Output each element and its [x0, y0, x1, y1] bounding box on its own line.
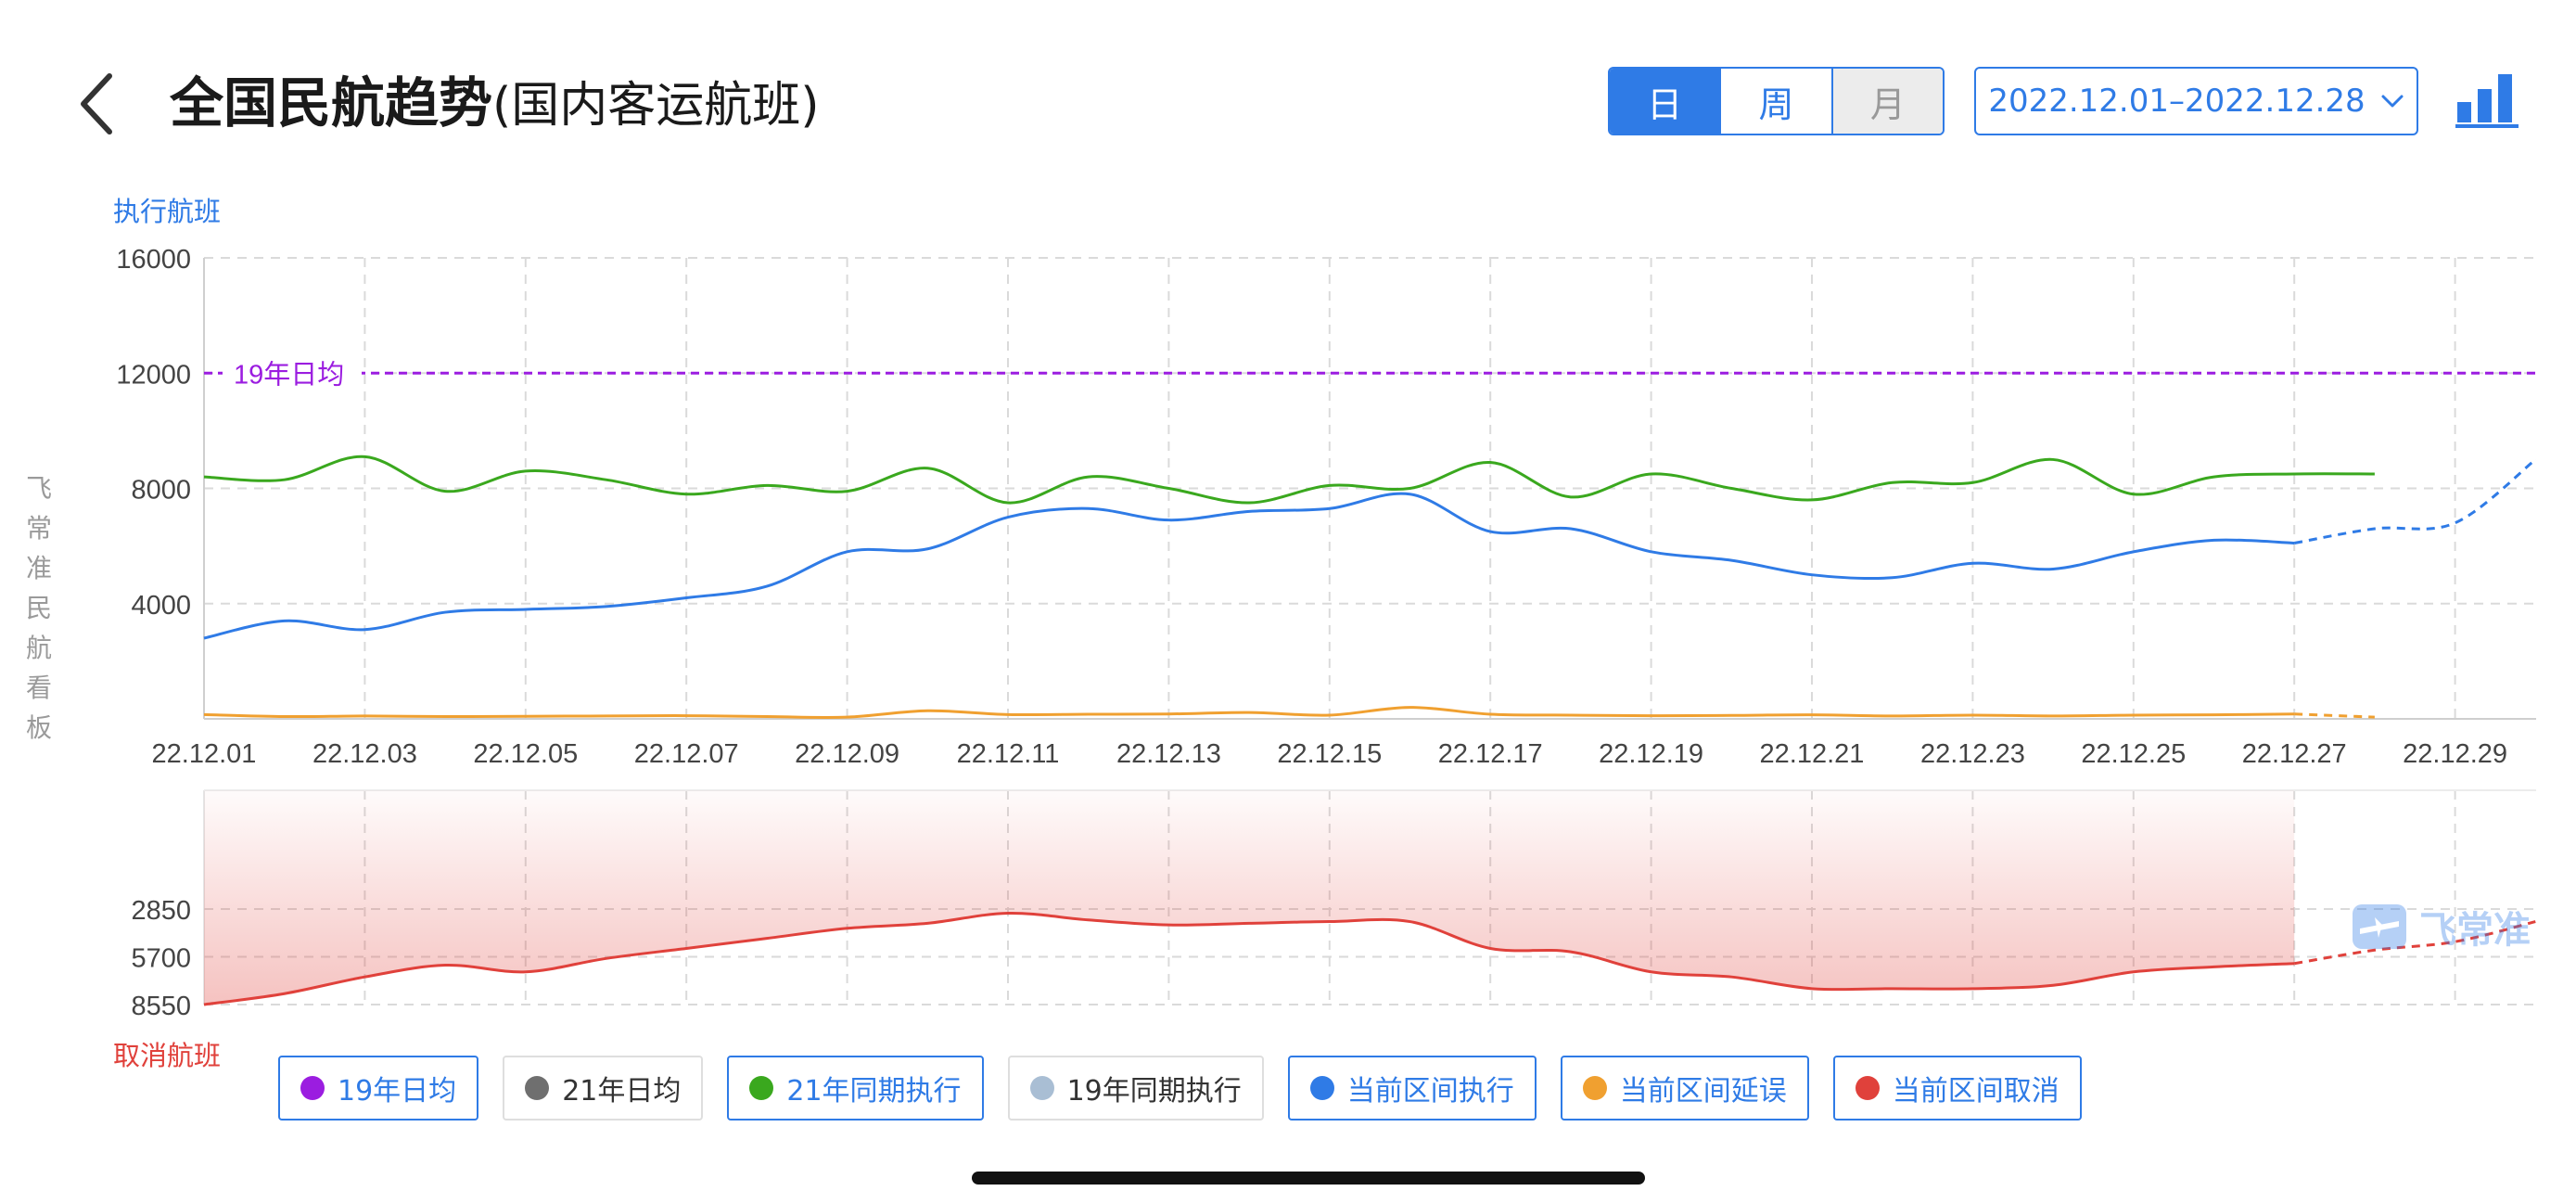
annotation-label: 19年日均 — [234, 359, 344, 390]
page-title-main: 全国民航趋势 — [170, 71, 493, 134]
legend-label: 当前区间延误 — [1619, 1075, 1787, 1108]
date-range-select[interactable]: 2022.12.01–2022.12.28 — [1974, 67, 2418, 135]
x-tick-label: 22.12.07 — [634, 739, 739, 769]
legend-label: 19年同期执行 — [1066, 1075, 1242, 1108]
top-y-axis-title: 执行航班 — [113, 196, 222, 227]
side-label-char: 看 — [25, 672, 52, 703]
side-label-char: 板 — [25, 712, 52, 743]
series-line-forecast — [2293, 920, 2536, 966]
legend-item[interactable]: 19年日均 — [278, 1056, 479, 1121]
series-line — [2294, 712, 2375, 719]
x-tick-label: 22.12.11 — [957, 739, 1060, 769]
legend-dot — [1855, 1076, 1880, 1100]
legend-dot — [749, 1076, 774, 1100]
x-tick-label: 22.12.29 — [2403, 739, 2507, 769]
annotation-bg — [223, 354, 362, 392]
legend-label: 当前区间取消 — [1892, 1075, 2060, 1108]
legend-dot — [525, 1076, 550, 1100]
x-tick-label: 22.12.27 — [2242, 739, 2347, 769]
legend-dot — [1029, 1076, 1054, 1100]
series-line — [2293, 458, 2537, 544]
segment-day[interactable]: 日 — [1610, 69, 1720, 134]
side-label-char: 民 — [25, 593, 52, 623]
chart-legend: 19年日均 21年日均 21年同期执行 19年同期执行 当前区间执行 当前区间延误 当前区间… — [278, 1056, 2082, 1121]
bar-chart-toggle-button[interactable] — [2455, 70, 2519, 128]
x-tick-label: 22.12.21 — [1760, 739, 1865, 769]
legend-label: 当前区间执行 — [1346, 1075, 1514, 1108]
legend-item[interactable]: 当前区间取消 — [1832, 1056, 2082, 1121]
y-tick-label: 16000 — [116, 245, 191, 275]
date-range-value: 2022.12.01–2022.12.28 — [1988, 83, 2366, 120]
series-line — [203, 492, 2295, 640]
series-line — [203, 706, 2295, 720]
side-label-char: 飞 — [25, 473, 52, 504]
legend-item[interactable]: 19年同期执行 — [1007, 1056, 1264, 1121]
y-tick-label: 12000 — [116, 360, 191, 390]
chevron-down-icon — [2381, 95, 2404, 108]
cancel-area-fill — [204, 790, 2295, 1005]
brand-watermark: 飞常准 — [2351, 900, 2531, 954]
x-tick-label: 22.12.15 — [1277, 739, 1382, 769]
watermark-text: 飞常准 — [2419, 909, 2531, 952]
side-label-char: 航 — [25, 633, 52, 663]
side-label-char: 常 — [25, 513, 52, 544]
legend-dot — [300, 1076, 325, 1100]
page-title: 全国民航趋势(国内客运航班) — [170, 63, 820, 146]
segment-month[interactable]: 月 — [1832, 69, 1943, 134]
side-watermark-label: 飞常准民航看板 — [20, 468, 57, 748]
home-indicator — [972, 1172, 1645, 1185]
y-tick-label: 4000 — [131, 591, 191, 621]
legend-item[interactable]: 21年同期执行 — [727, 1056, 984, 1121]
y-tick-label: 2850 — [131, 896, 191, 926]
x-tick-label: 22.12.13 — [1116, 739, 1221, 769]
x-tick-label: 22.12.09 — [795, 739, 899, 769]
y-tick-label: 8550 — [131, 992, 191, 1021]
x-tick-label: 22.12.03 — [312, 739, 417, 769]
x-tick-label: 22.12.23 — [1920, 739, 2025, 769]
chevron-left-icon — [81, 73, 112, 134]
legend-item[interactable]: 21年日均 — [503, 1056, 704, 1121]
plane-logo-icon — [2353, 904, 2406, 949]
legend-label: 21年日均 — [562, 1075, 682, 1108]
y-tick-label: 5700 — [131, 944, 191, 974]
bar-chart-icon — [2455, 74, 2519, 128]
bottom-y-axis-title: 取消航班 — [113, 1040, 222, 1071]
legend-label: 19年日均 — [338, 1075, 457, 1108]
x-tick-label: 22.12.05 — [473, 739, 578, 769]
legend-dot — [1309, 1076, 1334, 1100]
series-line — [203, 455, 2375, 505]
legend-label: 21年同期执行 — [786, 1075, 962, 1108]
legend-item[interactable]: 当前区间执行 — [1287, 1056, 1537, 1121]
legend-item[interactable]: 当前区间延误 — [1560, 1056, 1809, 1121]
y-tick-label: 8000 — [131, 476, 191, 506]
x-tick-label: 22.12.01 — [152, 739, 257, 769]
segment-week[interactable]: 周 — [1719, 69, 1833, 134]
x-tick-label: 22.12.17 — [1438, 739, 1543, 769]
side-label-char: 准 — [25, 553, 52, 583]
back-button[interactable] — [72, 67, 128, 141]
legend-dot — [1582, 1076, 1607, 1100]
x-tick-label: 22.12.19 — [1599, 739, 1703, 769]
page-subtitle: (国内客运航班) — [492, 78, 820, 134]
x-tick-label: 22.12.25 — [2081, 739, 2186, 769]
period-segmented-control: 日 周 月 — [1608, 67, 1945, 135]
